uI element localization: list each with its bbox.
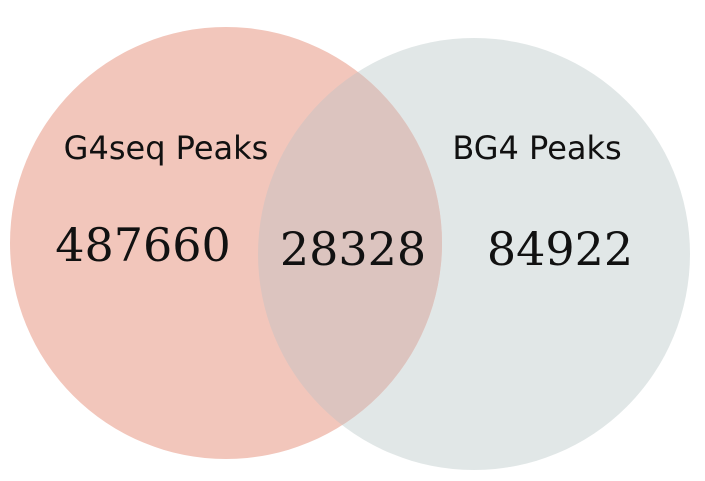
overlap-region	[258, 38, 442, 459]
intersection-count: 28328	[280, 222, 426, 276]
g4seq-peaks-label: G4seq Peaks	[64, 129, 269, 167]
bg4-only-count: 84922	[487, 222, 633, 276]
bg4-peaks-label: BG4 Peaks	[452, 129, 621, 167]
g4seq-only-count: 487660	[55, 218, 231, 272]
